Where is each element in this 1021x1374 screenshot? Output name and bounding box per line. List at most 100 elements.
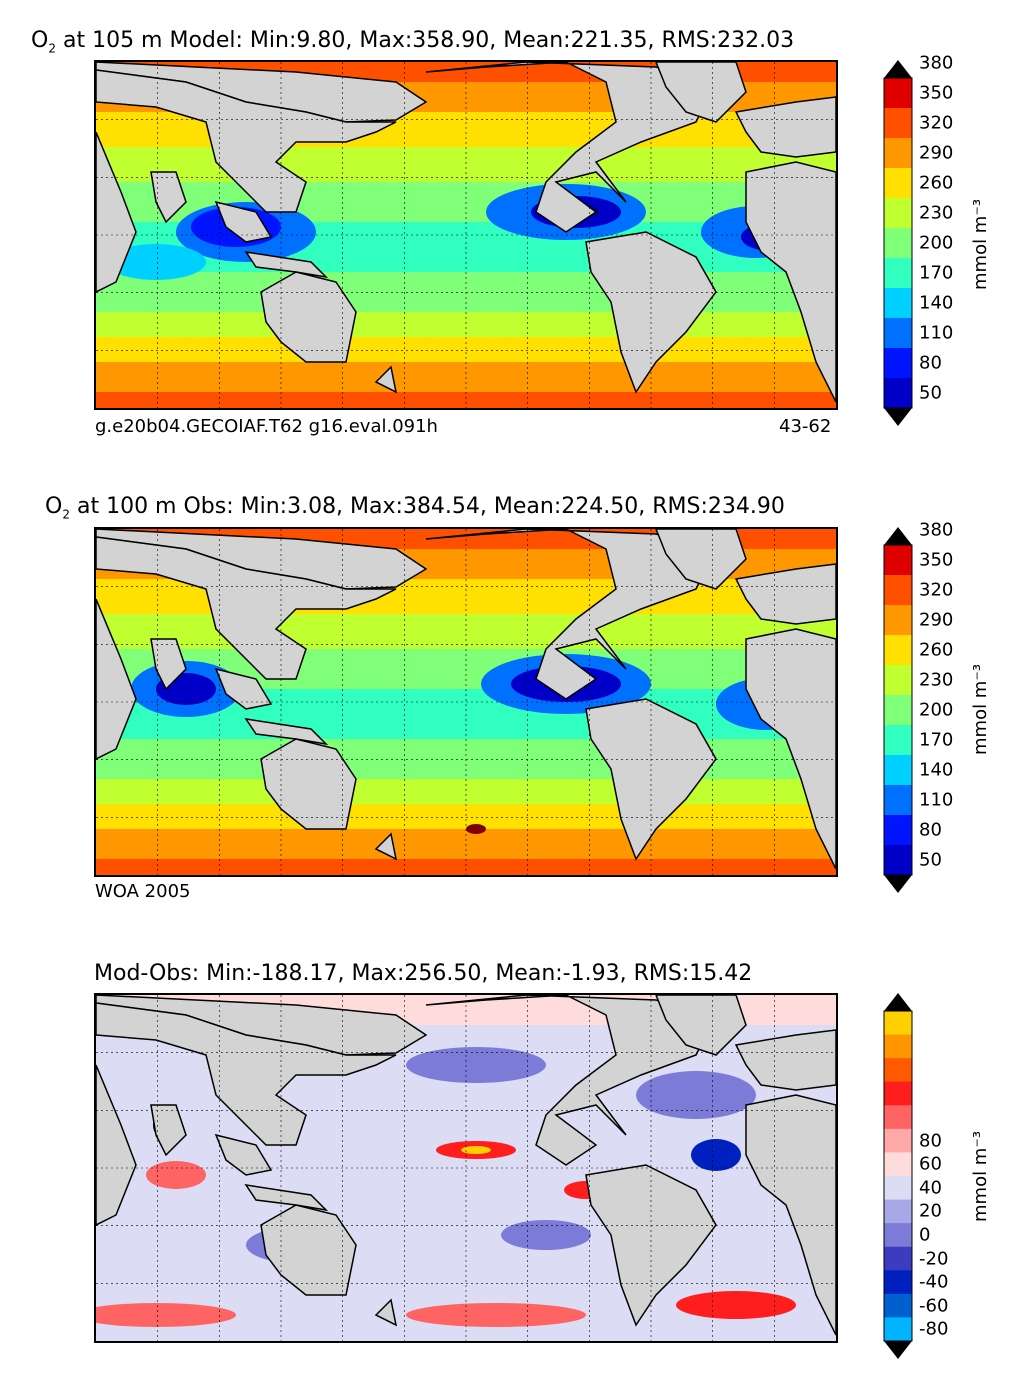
colorbar-tick-label: 260 — [919, 639, 954, 661]
colorbar-segment — [884, 725, 912, 756]
colorbar-tick-label: 80 — [919, 819, 942, 841]
land-mass — [244, 1183, 329, 1212]
colorbar-segment — [884, 168, 912, 199]
colorbar-tick-label: -20 — [919, 1248, 949, 1269]
land-mass — [150, 638, 187, 691]
colorbar-tick-label: 0 — [919, 1224, 931, 1246]
colorbar-tick-label: 380 — [919, 52, 954, 74]
colorbar-segment — [884, 198, 912, 229]
colorbar-segment — [884, 785, 912, 816]
colorbar-segment — [884, 605, 912, 636]
colorbar-segment — [884, 78, 912, 109]
contour-region — [466, 824, 486, 834]
colorbar-tick-label: 260 — [919, 172, 954, 194]
colorbar-segment — [884, 1176, 912, 1201]
panel-2-footer-left: WOA 2005 — [95, 881, 191, 902]
colorbar-segment — [884, 695, 912, 726]
land-mass — [244, 717, 329, 746]
contour-region — [636, 1071, 756, 1119]
land-mass — [655, 995, 747, 1056]
contour-region — [501, 1220, 591, 1250]
panel-1-footer-left: g.e20b04.GECOIAF.T62 g16.eval.091h — [95, 416, 438, 437]
colorbar-tick-label: 320 — [919, 579, 954, 601]
colorbar-tick-label: 110 — [919, 322, 954, 344]
colorbar-tick-label: 170 — [919, 262, 954, 284]
land-mass — [96, 69, 397, 213]
colorbar-segment — [884, 1081, 912, 1106]
colorbar-tick-label: 380 — [919, 519, 954, 541]
title-text: at 105 m Model: Min:9.80, Max:358.90, Me… — [62, 28, 795, 53]
colorbar-segment — [884, 1199, 912, 1224]
land-mass — [150, 1104, 187, 1157]
colorbar-tick-label: 350 — [919, 82, 954, 104]
colorbar-segment — [884, 378, 912, 409]
land-mass — [244, 250, 329, 279]
panel-2-colorbar — [883, 527, 913, 893]
colorbar-tick-label: 80 — [919, 352, 942, 374]
colorbar-segment — [884, 1058, 912, 1083]
land-mass — [734, 1029, 836, 1091]
colorbar-tick-label: 170 — [919, 729, 954, 751]
title-subscript: 2 — [48, 41, 56, 56]
colorbar-outline — [883, 77, 913, 409]
colorbar-outline — [883, 544, 913, 876]
contour-region — [406, 1047, 546, 1083]
contour-region — [96, 1303, 236, 1327]
colorbar-segment — [884, 1293, 912, 1318]
contour-region — [691, 1139, 741, 1171]
land-mass — [745, 1094, 836, 1336]
colorbar-segment — [884, 288, 912, 319]
land-mass — [745, 628, 836, 870]
colorbar-segment — [884, 138, 912, 169]
colorbar-segment — [884, 665, 912, 696]
contour-region — [461, 1146, 491, 1154]
panel-2-map — [94, 527, 838, 877]
colorbar-tick-label: 140 — [919, 759, 954, 781]
land-mass — [734, 563, 836, 625]
colorbar-tick-label: 40 — [919, 1177, 942, 1199]
colorbar-segment — [884, 1270, 912, 1295]
colorbar-canvas — [883, 60, 913, 426]
title-text: Mod-Obs: Min:-188.17, Max:256.50, Mean:-… — [94, 961, 753, 986]
colorbar-tick-label: 200 — [919, 699, 954, 721]
colorbar-segment — [884, 1128, 912, 1153]
colorbar-tick-label: 290 — [919, 142, 954, 164]
colorbar-segment — [884, 635, 912, 666]
colorbar-segment — [884, 575, 912, 606]
panel-1-footer-right: 43-62 — [779, 416, 832, 437]
title-variable: O — [31, 28, 49, 53]
land-mass — [374, 1298, 398, 1327]
land-mass — [374, 365, 398, 394]
land-mass — [655, 62, 747, 123]
colorbar-segment — [884, 1317, 912, 1342]
colorbar-tick-label: 350 — [919, 549, 954, 571]
land-mass — [96, 598, 137, 760]
colorbar-segment — [884, 1246, 912, 1271]
colorbar-extend-max — [884, 993, 912, 1011]
colorbar-segment — [884, 108, 912, 139]
colorbar-extend-min — [884, 1341, 912, 1359]
colorbar-segment — [884, 258, 912, 289]
title-subscript: 2 — [62, 507, 70, 522]
colorbar-extend-min — [884, 875, 912, 893]
colorbar-canvas — [883, 527, 913, 893]
contour-region — [146, 1161, 206, 1189]
land-mass — [260, 271, 357, 363]
map-canvas — [96, 995, 836, 1341]
land-mass — [96, 1002, 397, 1146]
colorbar-segment — [884, 228, 912, 259]
panel-3-colorbar-unit: mmol m⁻³ — [970, 1130, 991, 1222]
land-mass — [96, 536, 397, 680]
colorbar-tick-label: 50 — [919, 849, 942, 871]
land-mass — [96, 131, 137, 293]
colorbar-segment — [884, 815, 912, 846]
land-mass — [655, 529, 747, 590]
colorbar-segment — [884, 1034, 912, 1059]
panel-1-map — [94, 60, 838, 410]
title-variable: O — [45, 494, 63, 519]
colorbar-segment — [884, 1152, 912, 1177]
colorbar-outline — [883, 1010, 913, 1342]
colorbar-tick-label: 290 — [919, 609, 954, 631]
colorbar-tick-label: 140 — [919, 292, 954, 314]
colorbar-segment — [884, 1223, 912, 1248]
